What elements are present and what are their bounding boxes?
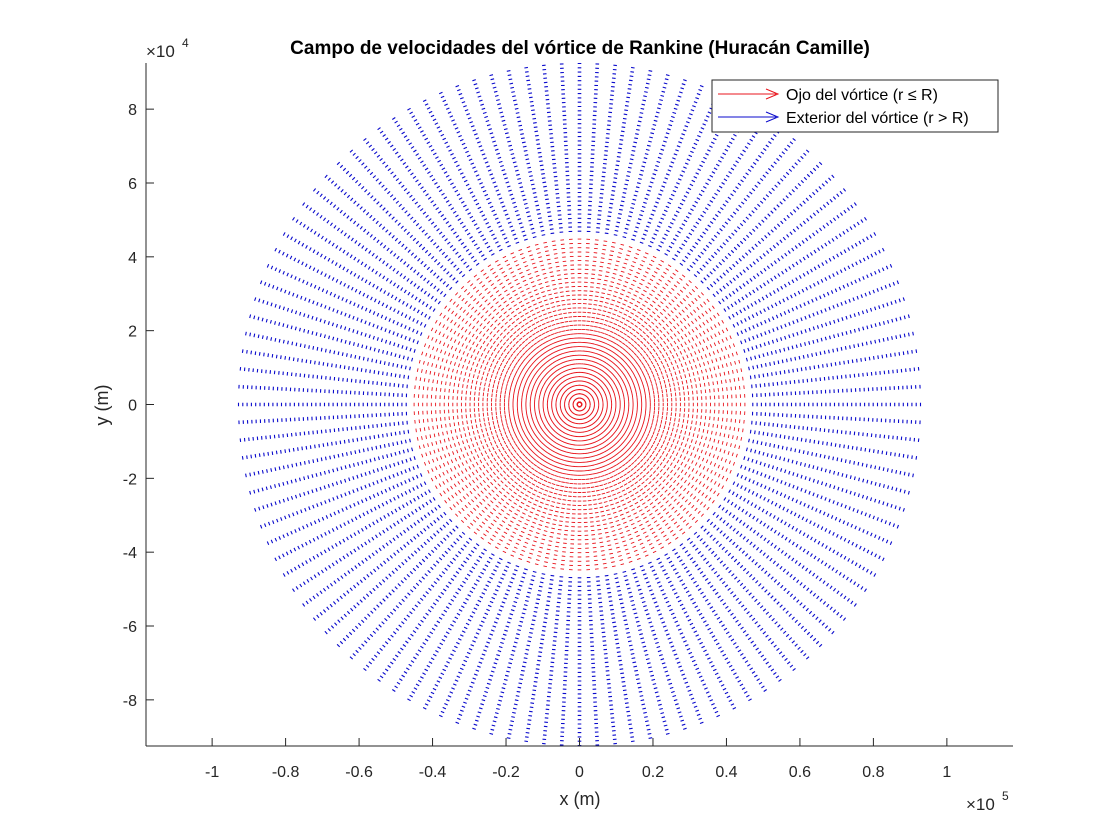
exterior-vectors <box>237 63 922 746</box>
y-tick-label: 4 <box>128 250 137 267</box>
x-tick-label: 0.4 <box>715 764 737 781</box>
x-tick-label: 0.8 <box>862 764 884 781</box>
legend-entry-eye: Ojo del vórtice (r ≤ R) <box>718 87 938 104</box>
x-tick-label: -0.2 <box>492 764 520 781</box>
y-tick-label: -6 <box>123 619 137 636</box>
y-axis-exponent: ×10 4 <box>146 36 189 61</box>
x-axis-label: x (m) <box>560 789 601 809</box>
chart-title: Campo de velocidades del vórtice de Rank… <box>290 38 870 59</box>
legend-label-exterior: Exterior del vórtice (r > R) <box>786 110 969 127</box>
legend-entry-exterior: Exterior del vórtice (r > R) <box>718 110 969 127</box>
y-tick-label: 0 <box>128 398 137 415</box>
y-exponent-base: ×10 <box>146 42 175 61</box>
x-tick-label: -0.8 <box>272 764 300 781</box>
series-eye <box>413 238 746 571</box>
legend-arrowhead-eye <box>765 88 780 100</box>
legend: Ojo del vórtice (r ≤ R) Exterior del vór… <box>711 79 999 133</box>
legend-arrowhead-exterior <box>765 111 780 123</box>
x-tick-label: -0.6 <box>345 764 373 781</box>
x-tick-label: 0 <box>575 764 584 781</box>
x-tick-label: -0.4 <box>419 764 447 781</box>
plot-area <box>237 63 922 746</box>
x-axis-exponent: ×10 5 <box>966 789 1009 814</box>
x-tick-label: 0.2 <box>642 764 664 781</box>
y-tick-label: 2 <box>128 324 137 341</box>
y-exponent-power: 4 <box>182 36 189 50</box>
series-exterior <box>237 63 922 746</box>
legend-label-eye: Ojo del vórtice (r ≤ R) <box>786 87 938 104</box>
y-tick-label: -8 <box>123 693 137 710</box>
x-tick-label: -1 <box>205 764 219 781</box>
legend-box <box>711 79 999 133</box>
eye-vectors <box>413 238 746 571</box>
y-tick-label: -2 <box>123 471 137 488</box>
x-exponent-base: ×10 <box>966 795 995 814</box>
y-tick-label: 8 <box>128 102 137 119</box>
y-tick-label: -4 <box>123 545 137 562</box>
x-tick-label: 0.6 <box>789 764 811 781</box>
x-tick-label: 1 <box>942 764 951 781</box>
x-exponent-power: 5 <box>1002 789 1009 803</box>
y-axis: -8 -6 -4 -2 0 2 4 6 8 <box>123 63 154 746</box>
y-tick-label: 6 <box>128 176 137 193</box>
x-axis: -1 -0.8 -0.6 -0.4 -0.2 0 0.2 0.4 0.6 0.8 1 <box>146 738 1013 781</box>
y-axis-label: y (m) <box>92 385 112 426</box>
